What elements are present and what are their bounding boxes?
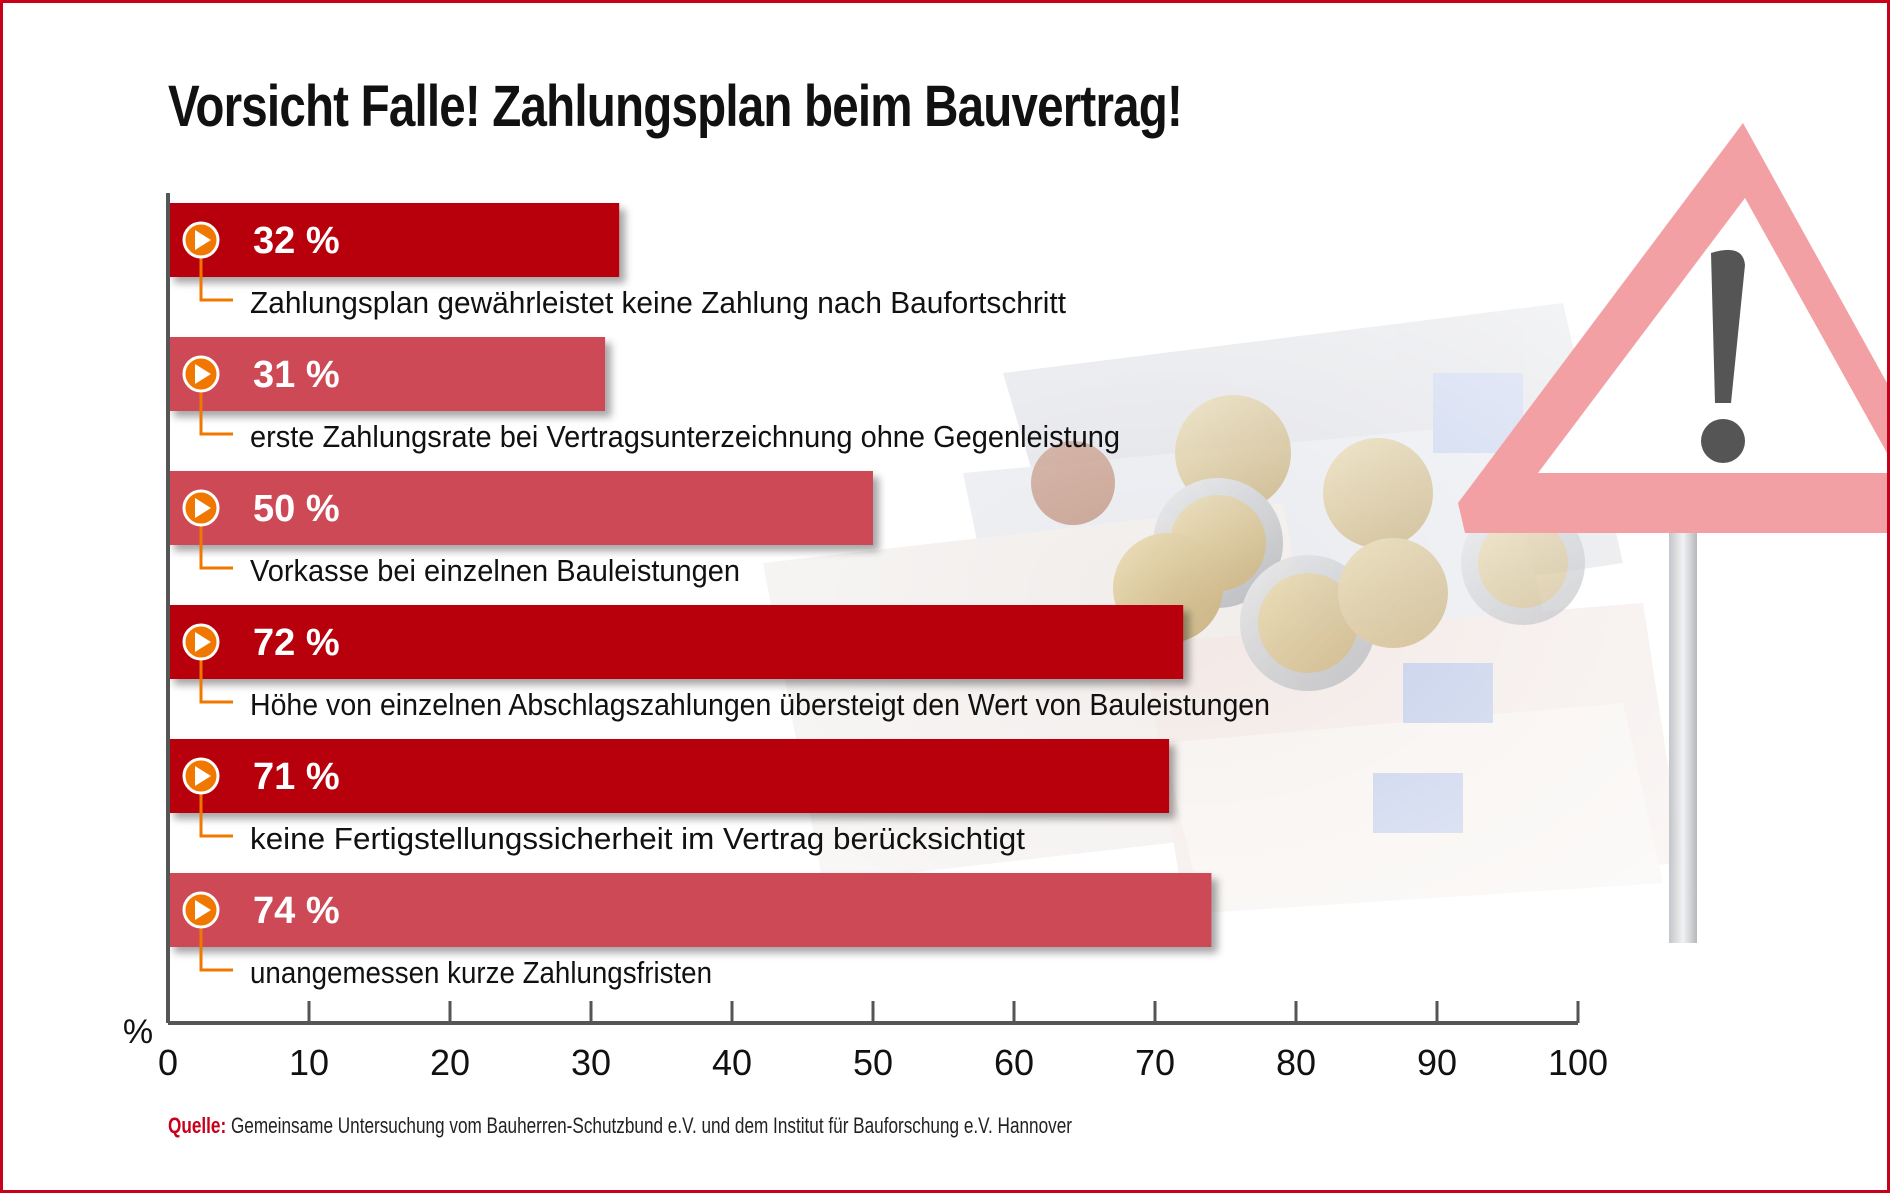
label-connector bbox=[199, 374, 233, 436]
bar-category-label: Zahlungsplan gewährleistet keine Zahlung… bbox=[250, 285, 1066, 320]
x-tick-label: 0 bbox=[158, 1042, 178, 1083]
x-tick-label: 30 bbox=[571, 1042, 611, 1083]
bar-category-label: unangemessen kurze Zahlungsfristen bbox=[250, 955, 712, 990]
warning-sign-image bbox=[1458, 123, 1887, 943]
bar-item: 31 % erste Zahlungsrate bei Vertragsunter… bbox=[168, 337, 1120, 454]
bar-value-label: 71 % bbox=[253, 756, 340, 798]
label-connector bbox=[199, 910, 233, 972]
play-arrow-icon bbox=[195, 230, 211, 250]
bar bbox=[168, 605, 1184, 679]
bar-category-label: keine Fertigstellungssicherheit im Vertr… bbox=[250, 821, 1025, 856]
x-tick-label: 80 bbox=[1276, 1042, 1316, 1083]
label-connector bbox=[199, 508, 233, 570]
bar-item: 74 % unangemessen kurze Zahlungsfristen bbox=[168, 873, 1212, 990]
bar bbox=[168, 337, 606, 411]
bar-value-label: 50 % bbox=[253, 488, 340, 530]
bar bbox=[168, 739, 1170, 813]
bar-value-label: 32 % bbox=[253, 220, 340, 262]
label-connector bbox=[199, 240, 233, 302]
x-tick-label: 50 bbox=[853, 1042, 893, 1083]
label-connector bbox=[199, 642, 233, 704]
bar-chart: 32 % Zahlungsplan gewährleistet keine Zah… bbox=[123, 193, 1608, 1083]
bar bbox=[168, 873, 1212, 947]
label-connector bbox=[199, 776, 233, 838]
bars-group: 32 % Zahlungsplan gewährleistet keine Zah… bbox=[168, 203, 1270, 990]
bar-category-label: erste Zahlungsrate bei Vertragsunterzeic… bbox=[250, 419, 1120, 454]
bar-value-label: 31 % bbox=[253, 354, 340, 396]
play-arrow-icon bbox=[195, 498, 211, 518]
x-unit-label: % bbox=[123, 1013, 153, 1051]
bar-value-label: 74 % bbox=[253, 890, 340, 932]
bar-item: 72 % Höhe von einzelnen Abschlagszahlunge… bbox=[168, 605, 1270, 722]
play-arrow-icon bbox=[195, 900, 211, 920]
x-axis: 0 10 20 30 40 50 60 70 80 90 100% bbox=[123, 193, 1608, 1083]
bar-item: 32 % Zahlungsplan gewährleistet keine Zah… bbox=[168, 203, 1066, 320]
bar-value-label: 72 % bbox=[253, 622, 340, 664]
x-tick-label: 60 bbox=[994, 1042, 1034, 1083]
x-tick-label: 90 bbox=[1417, 1042, 1457, 1083]
x-tick-label: 10 bbox=[289, 1042, 329, 1083]
chart-title: Vorsicht Falle! Zahlungsplan beim Bauver… bbox=[168, 74, 1183, 139]
play-arrow-icon bbox=[195, 364, 211, 384]
x-tick-label: 70 bbox=[1135, 1042, 1175, 1083]
bar-item: 50 % Vorkasse bei einzelnen Bauleistungen bbox=[168, 471, 873, 588]
play-arrow-icon bbox=[195, 632, 211, 652]
bar-item: 71 % keine Fertigstellungssicherheit im V… bbox=[168, 739, 1170, 856]
bar bbox=[168, 203, 620, 277]
bar-category-label: Höhe von einzelnen Abschlagszahlungen üb… bbox=[250, 687, 1270, 722]
source-prefix: Quelle: bbox=[168, 1113, 227, 1138]
x-tick-label: 40 bbox=[712, 1042, 752, 1083]
x-tick-label: 20 bbox=[430, 1042, 470, 1083]
x-tick-label: 100 bbox=[1548, 1042, 1608, 1083]
play-arrow-icon bbox=[195, 766, 211, 786]
bar-category-label: Vorkasse bei einzelnen Bauleistungen bbox=[250, 553, 740, 588]
source-text: Gemeinsame Untersuchung vom Bauherren-Sc… bbox=[226, 1113, 1072, 1138]
source-note: Quelle: Gemeinsame Untersuchung vom Bauh… bbox=[168, 1113, 1072, 1139]
bar bbox=[168, 471, 873, 545]
